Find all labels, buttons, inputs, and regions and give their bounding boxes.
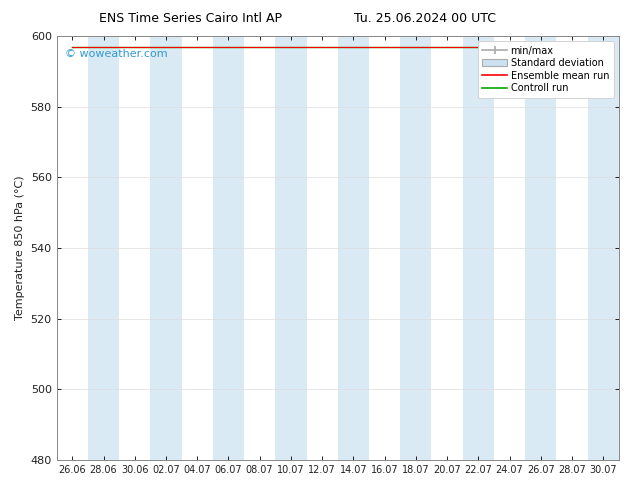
Bar — [150, 36, 181, 460]
Bar — [463, 36, 494, 460]
Bar — [88, 36, 119, 460]
Text: ENS Time Series Cairo Intl AP: ENS Time Series Cairo Intl AP — [99, 12, 281, 25]
Bar — [275, 36, 306, 460]
Text: Tu. 25.06.2024 00 UTC: Tu. 25.06.2024 00 UTC — [354, 12, 496, 25]
Text: © woweather.com: © woweather.com — [65, 49, 168, 59]
Bar — [400, 36, 432, 460]
Y-axis label: Temperature 850 hPa (°C): Temperature 850 hPa (°C) — [15, 176, 25, 320]
Bar — [213, 36, 244, 460]
Bar — [525, 36, 557, 460]
Bar — [338, 36, 369, 460]
Legend: min/max, Standard deviation, Ensemble mean run, Controll run: min/max, Standard deviation, Ensemble me… — [477, 41, 614, 98]
Bar — [588, 36, 619, 460]
